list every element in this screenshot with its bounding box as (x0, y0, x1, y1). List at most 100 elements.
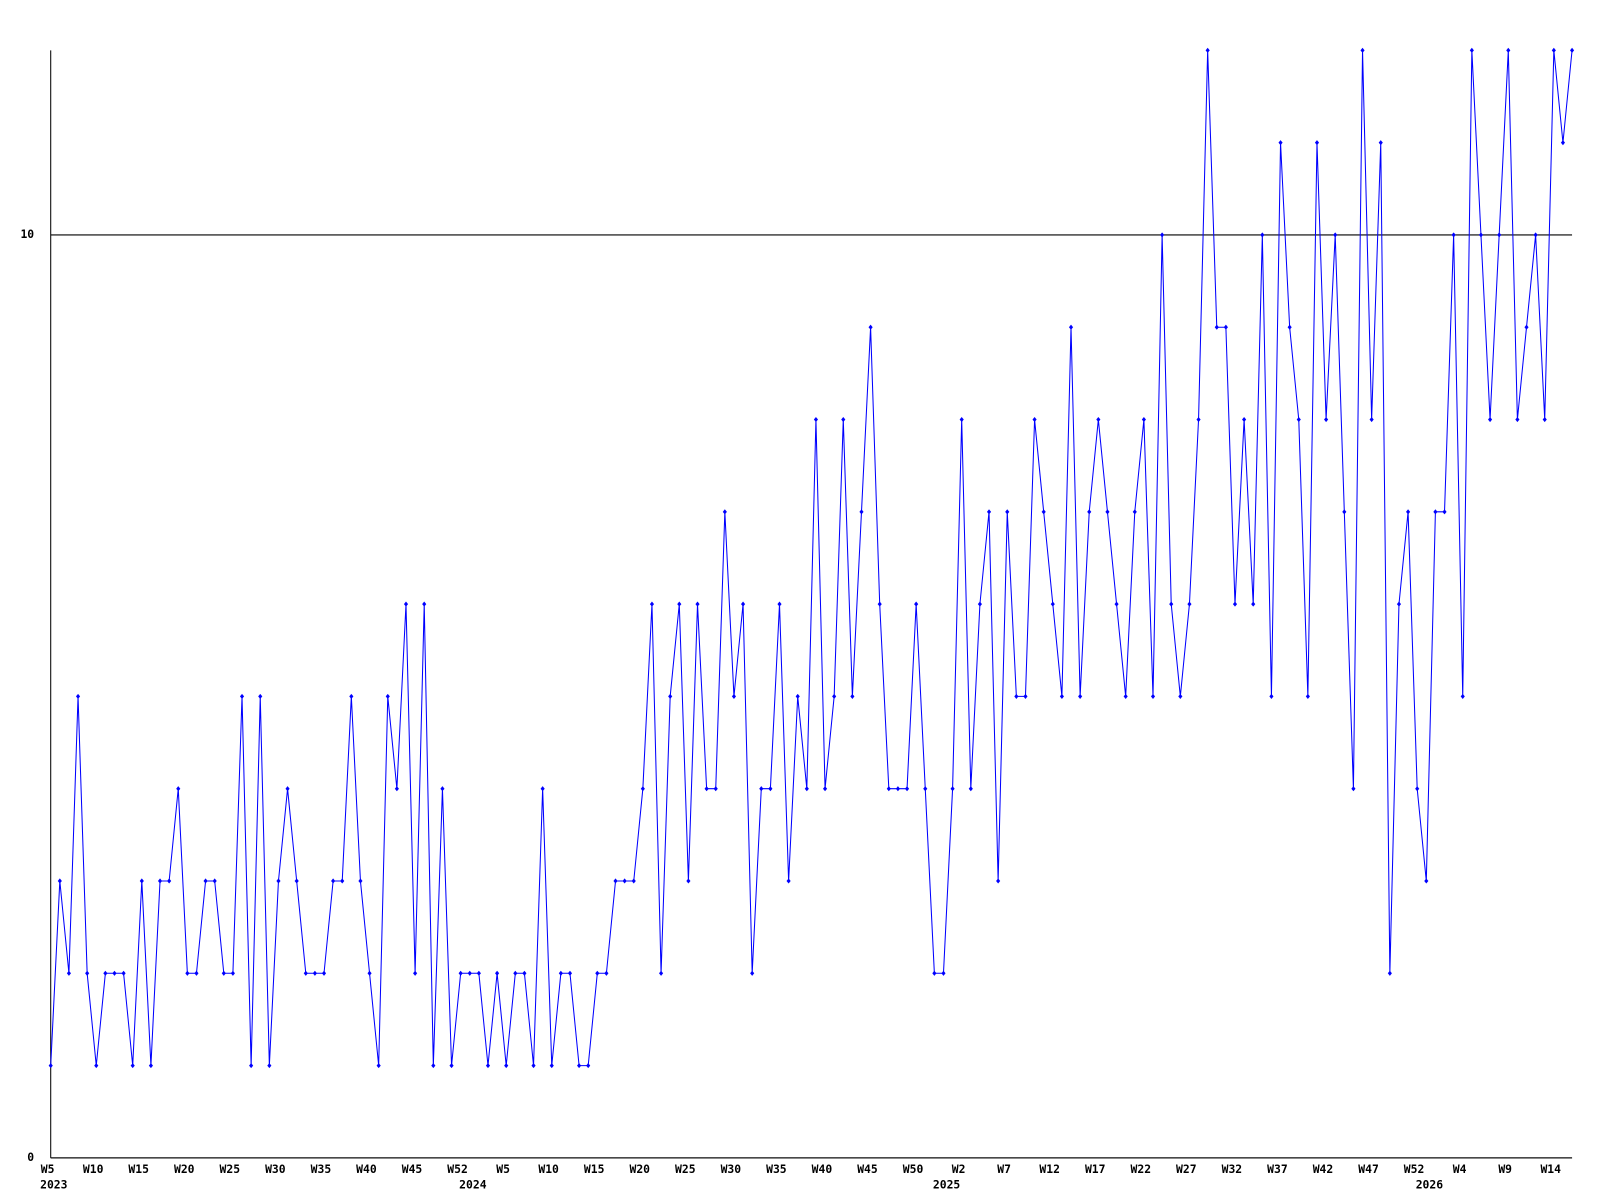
data-point (804, 786, 809, 792)
data-point (103, 970, 108, 976)
data-point (1378, 140, 1383, 146)
data-point (1141, 416, 1146, 423)
data-point (850, 693, 855, 699)
data-point (258, 693, 263, 699)
x-tick-label: W20 (629, 1162, 650, 1176)
data-point (941, 970, 946, 976)
x-tick-label: W12 (1039, 1162, 1060, 1176)
data-point (1260, 232, 1265, 238)
data-point (1506, 47, 1511, 53)
data-point (1251, 601, 1256, 607)
data-point (895, 786, 900, 792)
data-line (50, 50, 1573, 1067)
data-point (531, 1063, 536, 1069)
data-point (513, 970, 518, 976)
data-point (294, 878, 299, 884)
data-point (1542, 416, 1547, 423)
data-point (467, 970, 472, 976)
data-point (367, 970, 372, 976)
data-point (996, 878, 1001, 884)
data-point (1160, 232, 1165, 238)
x-tick-label: W15 (128, 1162, 149, 1176)
data-point (786, 878, 791, 884)
data-point (1114, 601, 1119, 607)
data-point (604, 970, 609, 976)
data-point (1524, 324, 1529, 330)
data-point (1150, 693, 1156, 699)
data-point (1396, 601, 1402, 607)
data-point (1296, 416, 1301, 423)
data-point (157, 878, 163, 884)
x-tick-label: W40 (356, 1162, 377, 1176)
data-point (94, 1063, 99, 1069)
data-point (1005, 509, 1010, 515)
data-point (413, 970, 418, 976)
data-point (631, 878, 636, 884)
data-point (376, 1063, 381, 1069)
data-point (904, 786, 910, 792)
data-point (567, 970, 573, 976)
x-tick-label: W27 (1176, 1162, 1197, 1176)
data-point (394, 786, 399, 792)
data-point (1287, 324, 1292, 330)
x-tick-label: W30 (721, 1162, 742, 1176)
data-point (331, 878, 336, 884)
data-point (1478, 232, 1484, 238)
data-point (440, 786, 445, 792)
data-point (1406, 509, 1411, 515)
data-point (139, 878, 144, 884)
data-point (403, 601, 409, 607)
data-point (385, 693, 390, 699)
x-tick-label: W9 (1498, 1162, 1512, 1176)
data-point (822, 786, 828, 792)
data-point (686, 878, 691, 884)
data-point (1351, 786, 1356, 792)
data-point (185, 970, 190, 976)
data-point (1342, 509, 1347, 515)
data-point (932, 970, 937, 976)
x-tick-label: W25 (220, 1162, 241, 1176)
data-point (558, 970, 563, 976)
data-point (759, 786, 764, 792)
data-point (677, 601, 682, 607)
x-tick-label: W4 (1453, 1162, 1467, 1176)
data-point (704, 786, 709, 792)
data-point (1497, 232, 1502, 238)
data-point (1314, 140, 1320, 146)
data-point (1551, 47, 1556, 53)
data-point (267, 1063, 272, 1069)
data-point (121, 970, 126, 976)
data-point (1560, 140, 1566, 146)
data-point (312, 970, 317, 976)
data-point (1178, 693, 1183, 699)
x-tick-label: W22 (1131, 1162, 1152, 1176)
data-point (1232, 601, 1238, 607)
data-point (668, 693, 673, 699)
x-tick-label: W45 (857, 1162, 878, 1176)
data-point (1187, 601, 1192, 607)
data-point (923, 786, 928, 792)
data-point (813, 416, 819, 423)
data-point (1014, 693, 1019, 699)
data-point (85, 970, 90, 976)
x-tick-label: W10 (538, 1162, 559, 1176)
data-point (959, 416, 964, 423)
data-point (1324, 416, 1329, 423)
data-point (695, 601, 700, 607)
data-point (495, 970, 500, 976)
x-tick-label: W35 (766, 1162, 787, 1176)
data-point (1087, 509, 1092, 515)
data-point (868, 324, 873, 330)
x-year-label: 2025 (933, 1178, 961, 1192)
data-point (1214, 324, 1219, 330)
data-point (1415, 786, 1420, 792)
x-tick-label: W2 (952, 1162, 966, 1176)
data-point (431, 1063, 436, 1069)
data-point (577, 1063, 582, 1069)
data-point (795, 693, 800, 699)
data-point (640, 786, 645, 792)
x-tick-label: W52 (1404, 1162, 1425, 1176)
data-point (1451, 232, 1456, 238)
data-point (66, 970, 72, 976)
